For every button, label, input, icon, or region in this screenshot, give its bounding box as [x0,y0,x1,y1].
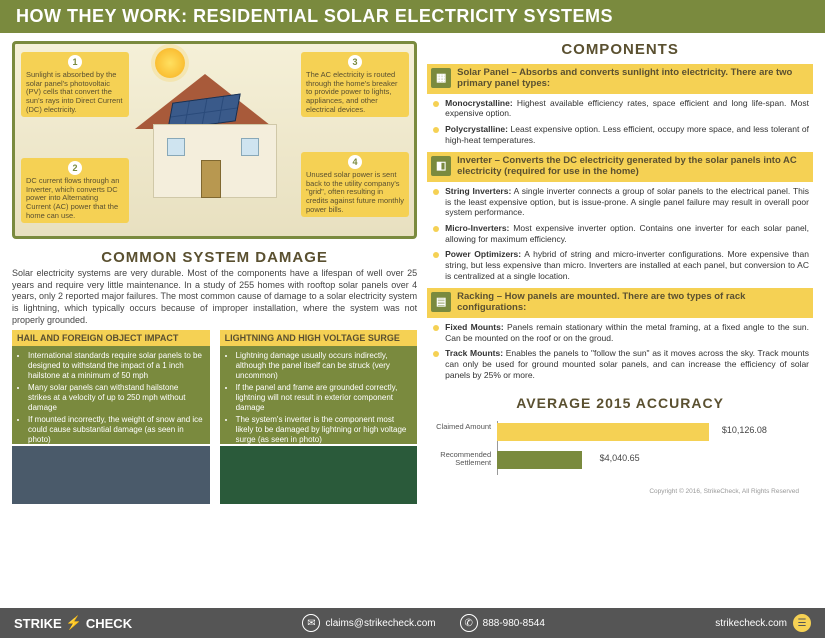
footer-contacts: ✉ claims@strikecheck.com ✆ 888-980-8544 [302,614,544,632]
section-heading: COMMON SYSTEM DAMAGE [12,249,417,266]
damage-item: Many solar panels can withstand hailston… [28,383,204,413]
brand-text: STRIKE [14,616,62,631]
left-column: 1Sunlight is absorbed by the solar panel… [12,41,417,608]
accuracy-chart: Claimed Amount $10,126.08 Recommended Sett… [427,421,813,483]
copyright-text: Copyright © 2016, StrikeCheck, All Right… [427,487,813,495]
damage-body: Lightning damage usually occurs indirect… [220,346,418,444]
component-list: String Inverters: A single inverter conn… [427,182,813,288]
section-heading: COMPONENTS [427,41,813,58]
house-scene [125,62,305,222]
diagram-callout-1: 1Sunlight is absorbed by the solar panel… [21,52,129,117]
chart-title: AVERAGE 2015 ACCURACY [427,395,813,411]
bar-label: Recommended Settlement [427,451,491,468]
bar-value: $4,040.65 [600,453,640,463]
footer-site: strikecheck.com ☰ [715,614,811,632]
component-list: Monocrystalline: Highest available effic… [427,94,813,153]
site-text: strikecheck.com [715,618,787,629]
components-list: ▦Solar Panel – Absorbs and converts sunl… [427,64,813,387]
damage-item: If mounted incorrectly, the weight of sn… [28,415,204,445]
page-title: HOW THEY WORK: RESIDENTIAL SOLAR ELECTRI… [0,0,825,33]
diagram-callout-4: 4Unused solar power is sent back to the … [301,152,409,217]
window-icon [167,138,185,156]
window-icon [241,138,259,156]
component-heading: ▦Solar Panel – Absorbs and converts sunl… [427,64,813,94]
house-diagram: 1Sunlight is absorbed by the solar panel… [12,41,417,239]
component-heading: ◧Inverter – Converts the DC electricity … [427,152,813,182]
damage-columns: HAIL AND FOREIGN OBJECT IMPACT Internatio… [12,330,417,504]
damage-photo [12,446,210,504]
damage-column: HAIL AND FOREIGN OBJECT IMPACT Internatio… [12,330,210,504]
diagram-callout-2: 2DC current flows through an Inverter, w… [21,158,129,223]
component-item: Monocrystalline: Highest available effic… [445,98,809,119]
component-list: Fixed Mounts: Panels remain stationary w… [427,318,813,387]
component-item: Fixed Mounts: Panels remain stationary w… [445,322,809,343]
component-icon: ▤ [431,292,451,312]
bar-value: $10,126.08 [722,425,767,435]
component-item: String Inverters: A single inverter conn… [445,186,809,218]
bar: $4,040.65 [497,451,581,469]
damage-heading: HAIL AND FOREIGN OBJECT IMPACT [12,330,210,346]
chart-bar-row: $10,126.08 [497,421,813,443]
damage-heading: LIGHTNING AND HIGH VOLTAGE SURGE [220,330,418,346]
damage-item: Lightning damage usually occurs indirect… [236,351,412,381]
component-icon: ◧ [431,156,451,176]
globe-icon: ☰ [793,614,811,632]
bar: $10,126.08 [497,423,709,441]
footer-phone: ✆ 888-980-8544 [460,614,545,632]
phone-text: 888-980-8544 [483,618,545,629]
damage-body: International standards require solar pa… [12,346,210,444]
brand-logo: STRIKE ⚡ CHECK [14,615,132,631]
footer-email: ✉ claims@strikecheck.com [302,614,435,632]
damage-column: LIGHTNING AND HIGH VOLTAGE SURGE Lightnin… [220,330,418,504]
component-item: Polycrystalline: Least expensive option.… [445,124,809,145]
damage-photo [220,446,418,504]
component-heading: ▤Racking – How panels are mounted. There… [427,288,813,318]
door-icon [201,160,221,198]
right-column: COMPONENTS ▦Solar Panel – Absorbs and co… [427,41,813,608]
damage-item: If the panel and frame are grounded corr… [236,383,412,413]
diagram-callout-3: 3The AC electricity is routed through th… [301,52,409,117]
damage-item: The system's inverter is the component m… [236,415,412,445]
phone-icon: ✆ [460,614,478,632]
chart-bar-row: $4,040.65 [497,449,813,471]
component-icon: ▦ [431,68,451,88]
section-body: Solar electricity systems are very durab… [12,268,417,326]
brand-text: CHECK [86,616,132,631]
page: HOW THEY WORK: RESIDENTIAL SOLAR ELECTRI… [0,0,825,638]
email-text: claims@strikecheck.com [325,618,435,629]
common-damage-section: COMMON SYSTEM DAMAGE Solar electricity s… [12,245,417,504]
footer: STRIKE ⚡ CHECK ✉ claims@strikecheck.com ✆ 88… [0,608,825,638]
main-content: 1Sunlight is absorbed by the solar panel… [0,33,825,608]
bar-label: Claimed Amount [427,423,491,431]
component-item: Micro-Inverters: Most expensive inverter… [445,223,809,244]
component-item: Track Mounts: Enables the panels to "fol… [445,348,809,380]
mail-icon: ✉ [302,614,320,632]
bolt-icon: ⚡ [66,615,82,631]
damage-item: International standards require solar pa… [28,351,204,381]
component-item: Power Optimizers: A hybrid of string and… [445,249,809,281]
